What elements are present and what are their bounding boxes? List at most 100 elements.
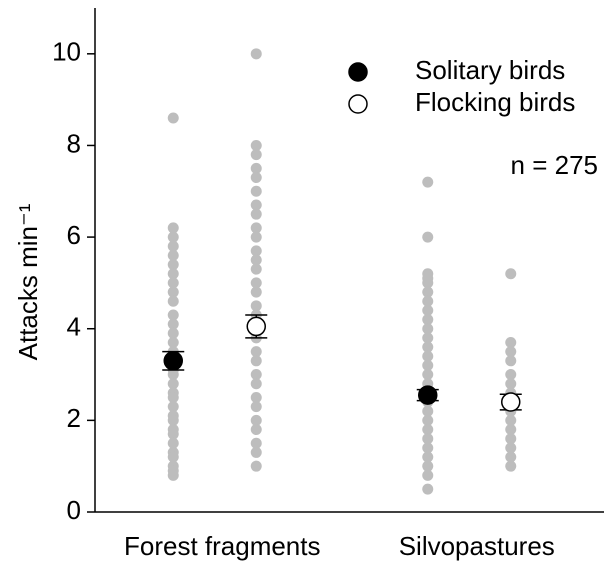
data-point [250, 460, 262, 472]
data-point [422, 350, 434, 362]
data-point [505, 433, 517, 445]
data-point [422, 176, 434, 188]
mean-marker [163, 351, 183, 371]
data-point [167, 378, 179, 390]
data-point [167, 451, 179, 463]
data-point [167, 249, 179, 261]
data-point [422, 359, 434, 371]
data-point [505, 268, 517, 280]
y-tick-label: 10 [52, 37, 81, 67]
data-point [422, 286, 434, 298]
data-point [250, 446, 262, 458]
data-point [167, 112, 179, 124]
data-point [422, 314, 434, 326]
data-point [422, 231, 434, 243]
data-point [167, 336, 179, 348]
data-point [422, 424, 434, 436]
data-point [422, 304, 434, 316]
legend-marker [348, 62, 368, 82]
data-point [250, 185, 262, 197]
data-point [250, 355, 262, 367]
y-tick-label: 4 [67, 312, 81, 342]
data-point [505, 414, 517, 426]
data-point [250, 139, 262, 151]
data-point [422, 460, 434, 472]
data-point [505, 451, 517, 463]
data-point [167, 428, 179, 440]
data-point [167, 295, 179, 307]
data-point [167, 240, 179, 252]
y-tick-label: 2 [67, 403, 81, 433]
data-point [250, 378, 262, 390]
data-point [422, 469, 434, 481]
data-point [505, 336, 517, 348]
data-point [250, 300, 262, 312]
data-point [167, 259, 179, 271]
data-point [250, 149, 262, 161]
data-point [167, 437, 179, 449]
y-tick-label: 8 [67, 128, 81, 158]
data-point [167, 268, 179, 280]
legend-marker [348, 94, 368, 114]
data-point [422, 323, 434, 335]
data-point [250, 286, 262, 298]
data-point [250, 437, 262, 449]
x-tick-label: Silvopastures [399, 531, 555, 561]
mean-marker [501, 392, 521, 412]
data-point [250, 424, 262, 436]
data-point [167, 286, 179, 298]
data-point [167, 401, 179, 413]
data-point [250, 231, 262, 243]
data-point [167, 327, 179, 339]
x-tick-label: Forest fragments [124, 531, 321, 561]
y-tick-label: 6 [67, 220, 81, 250]
data-point [505, 460, 517, 472]
data-point [505, 424, 517, 436]
data-point [422, 405, 434, 417]
mean-marker [246, 316, 266, 337]
legend-label: Solitary birds [415, 55, 565, 85]
data-point [422, 332, 434, 344]
data-point [250, 414, 262, 426]
data-point [250, 162, 262, 174]
data-point [167, 391, 179, 403]
data-point [505, 346, 517, 358]
data-point [250, 391, 262, 403]
data-point [167, 469, 179, 481]
data-point [422, 369, 434, 381]
data-point [422, 483, 434, 495]
data-point [250, 48, 262, 60]
data-point [250, 172, 262, 184]
data-point [167, 309, 179, 321]
data-point [167, 277, 179, 289]
data-point [250, 199, 262, 211]
annotation: n = 275 [511, 150, 598, 180]
data-point [422, 277, 434, 289]
legend-label: Flocking birds [415, 87, 575, 117]
data-point [250, 208, 262, 220]
data-point [505, 369, 517, 381]
data-point [422, 341, 434, 353]
data-point [422, 414, 434, 426]
data-point [422, 451, 434, 463]
data-point [250, 346, 262, 358]
data-point [167, 414, 179, 426]
mean-marker [418, 385, 438, 405]
y-tick-label: 0 [67, 495, 81, 525]
data-point [250, 263, 262, 275]
data-point [250, 369, 262, 381]
data-point [250, 245, 262, 257]
data-point [422, 295, 434, 307]
data-point [250, 254, 262, 266]
data-point [167, 231, 179, 243]
data-point [167, 318, 179, 330]
data-point [167, 222, 179, 234]
y-axis-label: Attacks min⁻¹ [13, 203, 43, 360]
data-point [250, 401, 262, 413]
data-point [422, 433, 434, 445]
data-point [505, 442, 517, 454]
data-point [250, 277, 262, 289]
data-point [422, 442, 434, 454]
data-point [167, 369, 179, 381]
